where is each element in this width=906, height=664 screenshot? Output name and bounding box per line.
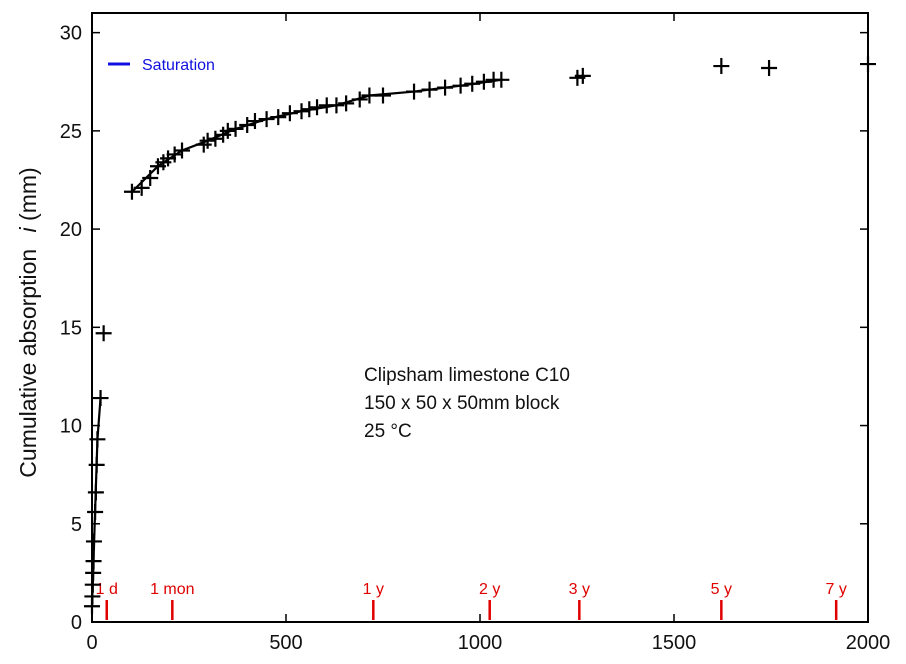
data-point xyxy=(281,105,298,122)
data-point xyxy=(85,533,102,550)
x-tick-label: 0 xyxy=(86,632,97,654)
data-point xyxy=(437,79,454,96)
plot-frame xyxy=(91,12,869,623)
data-point xyxy=(207,130,224,147)
data-point xyxy=(87,503,104,520)
data-point xyxy=(142,170,159,187)
y-tick-label: 25 xyxy=(60,121,82,143)
data-point xyxy=(87,484,104,501)
data-point xyxy=(95,325,112,342)
data-point xyxy=(195,136,212,153)
data-point xyxy=(493,71,510,88)
legend-label-saturation: Saturation xyxy=(142,57,215,74)
data-point xyxy=(92,390,109,407)
y-axis-title-main: Cumulative absorption xyxy=(15,249,41,478)
data-point xyxy=(123,183,140,200)
data-point xyxy=(293,103,310,120)
time-marker-label: 7 y xyxy=(826,581,847,598)
time-marker-label: 5 y xyxy=(711,581,732,598)
time-marker-label: 1 mon xyxy=(150,581,194,598)
y-tick-label: 5 xyxy=(71,514,82,536)
data-point xyxy=(761,60,778,77)
data-point xyxy=(301,101,318,118)
data-point xyxy=(227,120,244,137)
data-point xyxy=(475,73,492,90)
data-point xyxy=(351,91,368,108)
y-tick-label: 20 xyxy=(60,219,82,241)
legend: Saturation xyxy=(108,57,215,74)
data-point xyxy=(239,116,256,133)
fit-line xyxy=(131,78,502,193)
y-axis-title-variable: i xyxy=(15,226,41,232)
time-marker-label: 2 y xyxy=(479,581,500,598)
time-marker-label: 1 d xyxy=(96,581,118,598)
data-point xyxy=(452,77,469,94)
data-point xyxy=(406,83,423,100)
data-point xyxy=(166,146,183,163)
time-marker-label: 3 y xyxy=(569,581,590,598)
data-point xyxy=(246,113,263,130)
y-tick-label: 30 xyxy=(60,23,82,45)
data-point xyxy=(309,99,326,116)
data-point xyxy=(133,179,150,196)
y-tick-label: 0 xyxy=(71,612,82,634)
data-point xyxy=(174,142,191,159)
x-tick-label: 500 xyxy=(269,632,302,654)
data-point xyxy=(160,150,177,167)
data-point xyxy=(574,67,591,84)
x-tick-label: 2000 xyxy=(846,632,891,654)
x-tick-label: 1000 xyxy=(458,632,503,654)
y-axis-title-unit: (mm) xyxy=(15,167,41,221)
data-point xyxy=(219,122,236,139)
data-point xyxy=(270,109,287,126)
data-point xyxy=(361,87,378,104)
data-point xyxy=(199,132,216,149)
data-point xyxy=(338,95,355,112)
axis-ticks: 0 500 1000 1500 2000 0 5 10 15 20 25 30 xyxy=(60,13,891,654)
data-point xyxy=(713,58,730,75)
y-tick-label: 10 xyxy=(60,416,82,438)
data-point xyxy=(421,81,438,98)
x-tick-label: 1500 xyxy=(652,632,697,654)
y-tick-label: 15 xyxy=(60,317,82,339)
y-axis-title: Cumulative absorption i (mm) xyxy=(15,167,41,477)
plot-content: 1 d 1 mon 1 y 2 y 3 y 5 y 7 y xyxy=(84,56,876,620)
annotation-line-2: 150 x 50 x 50mm block xyxy=(364,393,560,414)
data-point xyxy=(464,75,481,92)
data-point xyxy=(328,97,345,114)
data-point xyxy=(258,111,275,128)
data-point xyxy=(375,87,391,104)
annotation-line-3: 25 °C xyxy=(364,421,412,442)
data-point xyxy=(85,553,102,570)
time-marker-label: 1 y xyxy=(363,581,384,598)
annotation-line-1: Clipsham limestone C10 xyxy=(364,365,570,386)
